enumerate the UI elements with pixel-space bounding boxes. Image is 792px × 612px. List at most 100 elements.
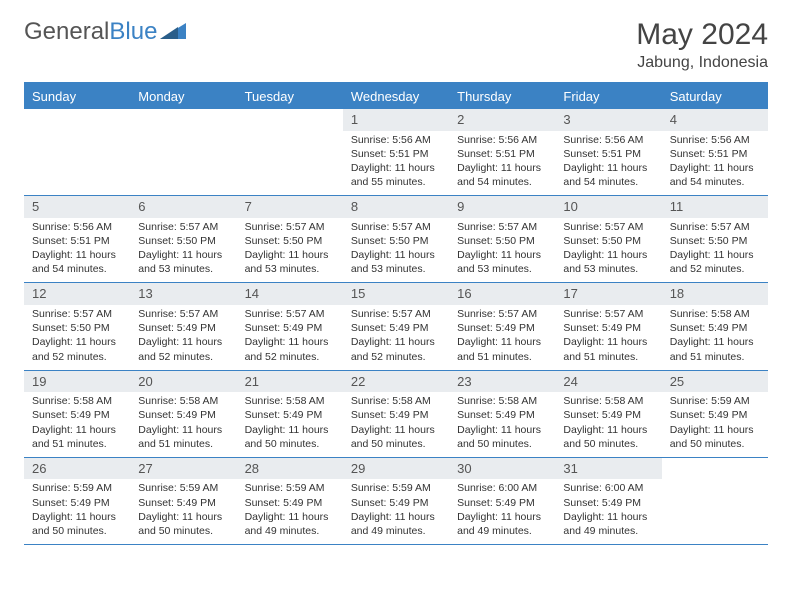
- day-body: Sunrise: 5:56 AMSunset: 5:51 PMDaylight:…: [343, 131, 449, 196]
- sunrise-text: Sunrise: 5:58 AM: [563, 394, 653, 408]
- sunrise-text: Sunrise: 5:56 AM: [32, 220, 122, 234]
- day-number: 19: [24, 371, 130, 393]
- daylight-text: Daylight: 11 hours and 52 minutes.: [245, 335, 335, 363]
- day-body: Sunrise: 5:57 AMSunset: 5:49 PMDaylight:…: [130, 305, 236, 370]
- day-body: Sunrise: 5:58 AMSunset: 5:49 PMDaylight:…: [130, 392, 236, 457]
- day-number: 20: [130, 371, 236, 393]
- day-body: Sunrise: 5:57 AMSunset: 5:49 PMDaylight:…: [449, 305, 555, 370]
- daylight-text: Daylight: 11 hours and 54 minutes.: [457, 161, 547, 189]
- daylight-text: Daylight: 11 hours and 51 minutes.: [32, 423, 122, 451]
- daylight-text: Daylight: 11 hours and 49 minutes.: [563, 510, 653, 538]
- day-body: Sunrise: 5:59 AMSunset: 5:49 PMDaylight:…: [130, 479, 236, 544]
- day-cell: 5Sunrise: 5:56 AMSunset: 5:51 PMDaylight…: [24, 196, 130, 282]
- day-cell: 11Sunrise: 5:57 AMSunset: 5:50 PMDayligh…: [662, 196, 768, 282]
- day-body: Sunrise: 5:57 AMSunset: 5:49 PMDaylight:…: [555, 305, 661, 370]
- sunset-text: Sunset: 5:49 PM: [457, 496, 547, 510]
- daylight-text: Daylight: 11 hours and 52 minutes.: [351, 335, 441, 363]
- sunset-text: Sunset: 5:51 PM: [32, 234, 122, 248]
- day-number: 14: [237, 283, 343, 305]
- day-cell: 27Sunrise: 5:59 AMSunset: 5:49 PMDayligh…: [130, 458, 236, 544]
- day-number: [130, 109, 236, 131]
- days-of-week-header: Sunday Monday Tuesday Wednesday Thursday…: [24, 84, 768, 109]
- week-row: 1Sunrise: 5:56 AMSunset: 5:51 PMDaylight…: [24, 109, 768, 196]
- daylight-text: Daylight: 11 hours and 49 minutes.: [245, 510, 335, 538]
- day-cell: 16Sunrise: 5:57 AMSunset: 5:49 PMDayligh…: [449, 283, 555, 369]
- sunset-text: Sunset: 5:50 PM: [457, 234, 547, 248]
- sunset-text: Sunset: 5:50 PM: [32, 321, 122, 335]
- logo-triangle-icon: [160, 18, 186, 46]
- week-row: 26Sunrise: 5:59 AMSunset: 5:49 PMDayligh…: [24, 458, 768, 545]
- day-body: Sunrise: 5:59 AMSunset: 5:49 PMDaylight:…: [24, 479, 130, 544]
- day-number: 24: [555, 371, 661, 393]
- sunrise-text: Sunrise: 5:59 AM: [32, 481, 122, 495]
- daylight-text: Daylight: 11 hours and 53 minutes.: [138, 248, 228, 276]
- day-body: Sunrise: 5:58 AMSunset: 5:49 PMDaylight:…: [343, 392, 449, 457]
- dow-monday: Monday: [130, 84, 236, 109]
- day-body: Sunrise: 5:57 AMSunset: 5:50 PMDaylight:…: [662, 218, 768, 283]
- sunrise-text: Sunrise: 5:58 AM: [351, 394, 441, 408]
- day-body: Sunrise: 5:57 AMSunset: 5:50 PMDaylight:…: [130, 218, 236, 283]
- day-number: 16: [449, 283, 555, 305]
- sunset-text: Sunset: 5:50 PM: [138, 234, 228, 248]
- day-cell: 9Sunrise: 5:57 AMSunset: 5:50 PMDaylight…: [449, 196, 555, 282]
- sunrise-text: Sunrise: 5:57 AM: [351, 307, 441, 321]
- title-block: May 2024 Jabung, Indonesia: [636, 18, 768, 72]
- sunrise-text: Sunrise: 5:57 AM: [563, 307, 653, 321]
- sunset-text: Sunset: 5:49 PM: [32, 408, 122, 422]
- daylight-text: Daylight: 11 hours and 50 minutes.: [563, 423, 653, 451]
- daylight-text: Daylight: 11 hours and 50 minutes.: [245, 423, 335, 451]
- daylight-text: Daylight: 11 hours and 49 minutes.: [457, 510, 547, 538]
- daylight-text: Daylight: 11 hours and 50 minutes.: [138, 510, 228, 538]
- daylight-text: Daylight: 11 hours and 51 minutes.: [670, 335, 760, 363]
- day-number: 10: [555, 196, 661, 218]
- dow-tuesday: Tuesday: [237, 84, 343, 109]
- day-number: 13: [130, 283, 236, 305]
- day-cell: 31Sunrise: 6:00 AMSunset: 5:49 PMDayligh…: [555, 458, 661, 544]
- sunset-text: Sunset: 5:51 PM: [351, 147, 441, 161]
- sunrise-text: Sunrise: 6:00 AM: [457, 481, 547, 495]
- day-number: 1: [343, 109, 449, 131]
- sunrise-text: Sunrise: 5:57 AM: [670, 220, 760, 234]
- day-body: Sunrise: 5:57 AMSunset: 5:49 PMDaylight:…: [343, 305, 449, 370]
- daylight-text: Daylight: 11 hours and 54 minutes.: [670, 161, 760, 189]
- brand-part2: Blue: [109, 18, 157, 46]
- day-number: 25: [662, 371, 768, 393]
- day-number: 17: [555, 283, 661, 305]
- sunrise-text: Sunrise: 5:59 AM: [670, 394, 760, 408]
- sunrise-text: Sunrise: 5:59 AM: [245, 481, 335, 495]
- day-number: [662, 458, 768, 480]
- dow-friday: Friday: [555, 84, 661, 109]
- sunrise-text: Sunrise: 5:57 AM: [563, 220, 653, 234]
- day-number: 7: [237, 196, 343, 218]
- weeks-container: 1Sunrise: 5:56 AMSunset: 5:51 PMDaylight…: [24, 109, 768, 545]
- day-number: 9: [449, 196, 555, 218]
- daylight-text: Daylight: 11 hours and 54 minutes.: [32, 248, 122, 276]
- sunrise-text: Sunrise: 5:57 AM: [457, 307, 547, 321]
- sunrise-text: Sunrise: 5:56 AM: [670, 133, 760, 147]
- sunrise-text: Sunrise: 5:58 AM: [138, 394, 228, 408]
- day-body: Sunrise: 5:58 AMSunset: 5:49 PMDaylight:…: [24, 392, 130, 457]
- daylight-text: Daylight: 11 hours and 50 minutes.: [32, 510, 122, 538]
- sunset-text: Sunset: 5:49 PM: [138, 321, 228, 335]
- day-cell: 26Sunrise: 5:59 AMSunset: 5:49 PMDayligh…: [24, 458, 130, 544]
- day-cell: 6Sunrise: 5:57 AMSunset: 5:50 PMDaylight…: [130, 196, 236, 282]
- day-body: Sunrise: 5:56 AMSunset: 5:51 PMDaylight:…: [24, 218, 130, 283]
- day-number: 8: [343, 196, 449, 218]
- day-cell: 30Sunrise: 6:00 AMSunset: 5:49 PMDayligh…: [449, 458, 555, 544]
- daylight-text: Daylight: 11 hours and 52 minutes.: [670, 248, 760, 276]
- day-cell: 1Sunrise: 5:56 AMSunset: 5:51 PMDaylight…: [343, 109, 449, 195]
- day-body: Sunrise: 6:00 AMSunset: 5:49 PMDaylight:…: [449, 479, 555, 544]
- day-body: Sunrise: 5:56 AMSunset: 5:51 PMDaylight:…: [555, 131, 661, 196]
- sunset-text: Sunset: 5:50 PM: [670, 234, 760, 248]
- day-body: Sunrise: 5:56 AMSunset: 5:51 PMDaylight:…: [662, 131, 768, 196]
- day-number: 23: [449, 371, 555, 393]
- dow-sunday: Sunday: [24, 84, 130, 109]
- day-cell: [662, 458, 768, 544]
- day-number: 21: [237, 371, 343, 393]
- day-number: 31: [555, 458, 661, 480]
- sunrise-text: Sunrise: 5:58 AM: [245, 394, 335, 408]
- day-body: Sunrise: 5:57 AMSunset: 5:49 PMDaylight:…: [237, 305, 343, 370]
- sunset-text: Sunset: 5:49 PM: [563, 321, 653, 335]
- sunset-text: Sunset: 5:49 PM: [138, 496, 228, 510]
- day-cell: 15Sunrise: 5:57 AMSunset: 5:49 PMDayligh…: [343, 283, 449, 369]
